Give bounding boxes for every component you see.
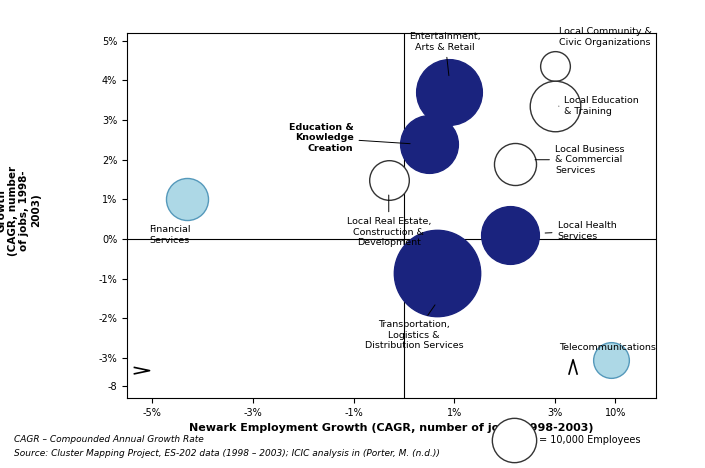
- Text: Local Real Estate,
Construction &
Development: Local Real Estate, Construction & Develo…: [347, 195, 431, 247]
- Text: Local Business
& Commercial
Services: Local Business & Commercial Services: [535, 145, 625, 175]
- Text: Local Community &
Civic Organizations: Local Community & Civic Organizations: [559, 27, 652, 47]
- Text: Telecommunications: Telecommunications: [559, 343, 656, 352]
- Point: [509, 160, 520, 168]
- Point: [550, 102, 561, 110]
- Text: Education &
Knowledge
Creation: Education & Knowledge Creation: [289, 123, 410, 153]
- Point: [550, 63, 561, 70]
- Text: Entertainment,
Arts & Retail: Entertainment, Arts & Retail: [410, 32, 481, 76]
- Text: Transportation,
Logistics &
Distribution Services: Transportation, Logistics & Distribution…: [364, 305, 463, 350]
- Point: [606, 357, 617, 364]
- X-axis label: Newark Employment Growth (CAGR, number of jobs, 1998-2003): Newark Employment Growth (CAGR, number o…: [189, 423, 594, 433]
- Text: Source: Cluster Mapping Project, ES-202 data (1998 – 2003); ICIC analysis in (Po: Source: Cluster Mapping Project, ES-202 …: [14, 449, 440, 458]
- Point: [504, 231, 515, 239]
- Text: Local Health
Services: Local Health Services: [545, 221, 616, 241]
- Text: Local Education
& Training: Local Education & Training: [559, 96, 639, 116]
- Text: = 10,000 Employees: = 10,000 Employees: [539, 435, 640, 445]
- Text: Financial
Services: Financial Services: [149, 225, 190, 245]
- Point: [383, 176, 394, 183]
- Point: [443, 88, 455, 96]
- Text: CAGR – Compounded Annual Growth Rate: CAGR – Compounded Annual Growth Rate: [14, 435, 204, 444]
- Point: [508, 436, 520, 444]
- Point: [182, 196, 193, 203]
- Point: [431, 269, 442, 277]
- Text: Rest of Region
Employment
Growth
(CAGR, number
of jobs, 1998-
2003): Rest of Region Employment Growth (CAGR, …: [0, 166, 41, 256]
- Point: [424, 140, 435, 147]
